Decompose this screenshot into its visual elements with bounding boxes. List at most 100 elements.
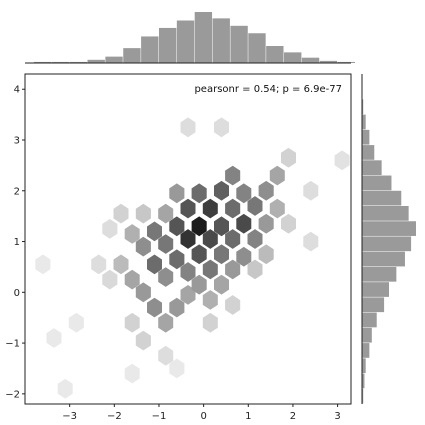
hex-cell	[158, 312, 174, 333]
hex-cell	[303, 180, 319, 201]
marginal-x-bar	[33, 61, 52, 63]
marginal-y-bar	[362, 251, 405, 267]
marginal-x-bar	[266, 46, 284, 63]
hex-cell	[202, 229, 218, 249]
hex-cell	[191, 274, 207, 295]
hex-cell	[147, 221, 162, 242]
hex-cell	[214, 244, 229, 265]
hex-cell	[102, 269, 118, 290]
hex-cell	[236, 213, 252, 234]
hex-cell	[158, 345, 174, 366]
hex-cell	[236, 183, 252, 204]
hex-cell	[68, 312, 84, 333]
hex-cell	[147, 254, 162, 275]
y-tick-label: 4	[14, 85, 20, 96]
hex-cell	[334, 150, 350, 171]
hex-cell	[135, 236, 151, 257]
hex-cell	[102, 219, 118, 239]
hex-cell	[124, 224, 140, 244]
hex-cell	[124, 269, 140, 290]
marginal-x-bar	[105, 56, 123, 63]
hex-cell	[258, 180, 274, 201]
marginal-x-bar	[194, 12, 213, 63]
marginal-y-bar	[362, 236, 412, 252]
hex-cell	[202, 198, 218, 219]
hex-cell	[214, 274, 229, 295]
marginal-y-bar	[362, 327, 372, 343]
x-ticks: −3 −2 −1 0 1 2 3	[62, 404, 341, 422]
marginal-y-histogram	[361, 74, 416, 404]
hex-cell	[124, 363, 140, 384]
joint-frame	[24, 73, 352, 405]
marginal-x-bar	[284, 52, 302, 63]
hex-cell	[269, 198, 285, 219]
hex-cell	[180, 229, 196, 249]
marginal-y-bar	[362, 312, 377, 328]
hex-cell	[281, 213, 296, 234]
y-tick-label: 2	[14, 186, 20, 197]
hex-cell	[135, 203, 151, 224]
hex-cell	[158, 203, 174, 224]
hex-cell	[180, 198, 196, 219]
hex-cell	[35, 254, 51, 275]
y-tick-label: 3	[14, 136, 20, 147]
marginal-x-bar	[158, 27, 177, 63]
hex-cell	[281, 147, 296, 168]
hex-cell	[247, 196, 263, 216]
hex-cell	[247, 259, 263, 280]
hex-cell	[180, 285, 196, 305]
marginal-x-bar	[69, 61, 88, 63]
y-tick-label: 0	[14, 288, 20, 299]
hex-cell	[169, 183, 185, 204]
x-tick-label: 2	[290, 411, 296, 422]
marginal-x-bar	[176, 20, 195, 63]
x-tick-label: −3	[62, 411, 77, 422]
marginal-y-bar	[362, 206, 409, 221]
hex-cell	[135, 282, 151, 303]
marginal-x-bar	[248, 33, 266, 63]
hex-cell	[169, 358, 185, 379]
marginal-x-bar	[123, 48, 141, 63]
hex-cell	[180, 117, 196, 138]
marginal-y-bar	[362, 175, 392, 191]
marginal-x-bar	[87, 59, 105, 63]
marginal-y-bar	[362, 343, 370, 358]
hex-cell	[225, 295, 241, 315]
hex-cell	[169, 297, 185, 318]
marginal-x-histogram	[25, 12, 355, 64]
joint-axes: −3 −2 −1 0 1 2 3 −2 −1 0 1 2 3 4 pearsonr = 0.54; p …	[5, 73, 352, 422]
x-tick-label: 1	[245, 411, 251, 422]
marginal-y-bar	[362, 99, 364, 115]
hex-cell	[147, 297, 162, 318]
hex-cell	[202, 259, 218, 280]
hex-cell	[269, 165, 285, 186]
hex-cell	[169, 216, 185, 237]
marginal-x-bar	[319, 60, 338, 63]
hex-cell	[191, 244, 207, 265]
hex-cell	[113, 254, 129, 275]
marginal-y-bar	[362, 190, 402, 206]
marginal-y-bar	[362, 388, 364, 404]
x-tick-label: 3	[334, 411, 340, 422]
marginal-y-bar	[362, 373, 365, 389]
pearsonr-annotation: pearsonr = 0.54; p = 6.9e-77	[194, 84, 342, 95]
hex-cell	[202, 290, 218, 310]
y-tick-label: −2	[5, 389, 20, 400]
hex-cell	[258, 244, 274, 265]
hex-cell	[124, 312, 140, 333]
hex-cell	[57, 378, 73, 399]
marginal-x-bar	[301, 57, 320, 63]
marginal-y-bar	[362, 145, 375, 160]
hex-cell	[46, 328, 62, 348]
marginal-y-bar	[362, 266, 397, 282]
marginal-x-bar	[141, 36, 159, 63]
marginal-y-bar	[362, 297, 385, 313]
marginal-x-bar	[212, 18, 230, 63]
hexbin-cells	[35, 117, 350, 399]
hex-cell	[135, 330, 151, 351]
y-tick-label: 1	[14, 237, 20, 248]
hex-cell	[158, 267, 174, 287]
hex-cell	[214, 216, 229, 237]
hex-cell	[158, 234, 174, 254]
